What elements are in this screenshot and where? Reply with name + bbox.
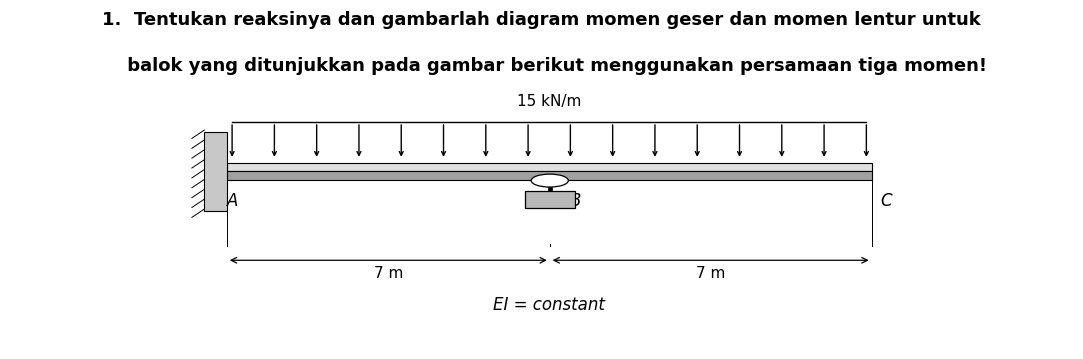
Text: 1.  Tentukan reaksinya dan gambarlah diagram momen geser dan momen lentur untuk: 1. Tentukan reaksinya dan gambarlah diag… — [102, 11, 981, 29]
Bar — [205, 132, 227, 211]
Bar — [227, 163, 872, 172]
Text: 15 kN/m: 15 kN/m — [517, 94, 582, 109]
Bar — [525, 191, 574, 208]
Text: EI = constant: EI = constant — [493, 296, 605, 314]
Text: C: C — [880, 192, 891, 210]
Text: 7 m: 7 m — [374, 266, 403, 281]
Bar — [548, 187, 552, 191]
Bar — [227, 172, 872, 180]
Text: balok yang ditunjukkan pada gambar berikut menggunakan persamaan tiga momen!: balok yang ditunjukkan pada gambar berik… — [96, 57, 987, 75]
Text: A: A — [226, 192, 238, 210]
Circle shape — [531, 174, 569, 187]
Text: B: B — [570, 192, 582, 210]
Text: 7 m: 7 m — [696, 266, 726, 281]
